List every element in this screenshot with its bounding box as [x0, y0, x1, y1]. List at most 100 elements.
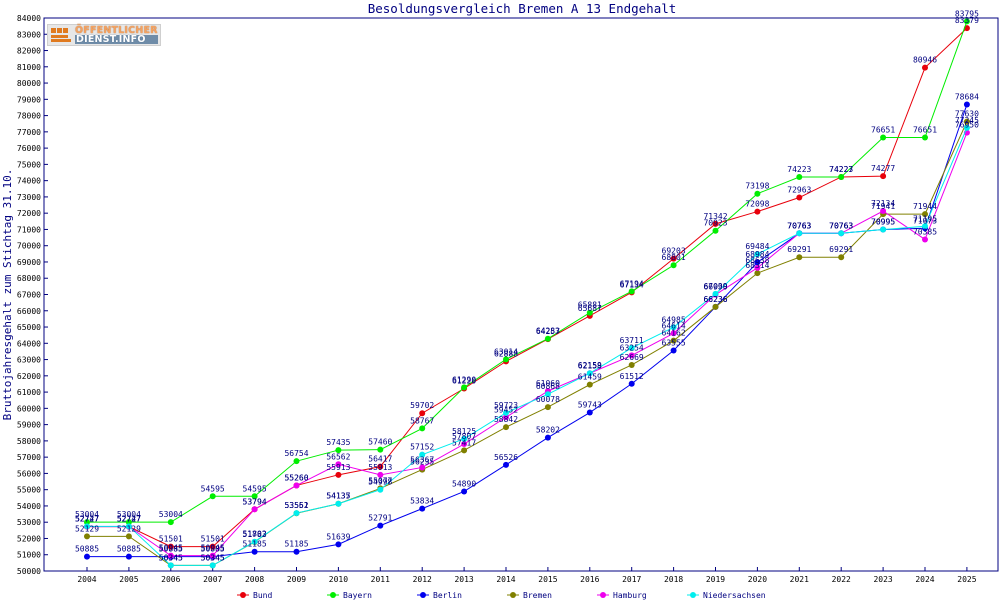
data-label: 58125 — [452, 427, 476, 436]
data-point — [544, 391, 551, 398]
data-label: 72098 — [745, 200, 769, 209]
data-label: 53794 — [243, 497, 267, 506]
data-label: 63555 — [662, 339, 686, 348]
data-point — [754, 270, 761, 277]
data-point — [167, 543, 174, 550]
plot-frame — [43, 17, 999, 572]
data-label: 77245 — [955, 116, 979, 125]
data-label: 74223 — [787, 165, 811, 174]
data-point — [628, 288, 635, 295]
data-label: 56526 — [494, 453, 518, 462]
y-tick-label: 61000 — [17, 388, 41, 397]
data-point — [377, 471, 384, 478]
data-label: 52727 — [75, 515, 99, 524]
data-label: 50885 — [75, 545, 99, 554]
data-label: 50885 — [117, 545, 141, 554]
data-label: 63711 — [620, 336, 644, 345]
data-label: 56235 — [410, 458, 434, 467]
data-point — [628, 380, 635, 387]
data-label: 80946 — [913, 56, 937, 65]
data-point — [544, 335, 551, 342]
data-label: 51639 — [326, 532, 350, 541]
data-label: 55913 — [368, 463, 392, 472]
x-tick-label: 2025 — [957, 575, 976, 584]
y-tick-label: 64000 — [17, 339, 41, 348]
data-point — [335, 471, 342, 478]
data-label: 70385 — [913, 227, 937, 236]
data-point — [377, 522, 384, 529]
data-label: 68314 — [745, 261, 769, 270]
data-label: 50345 — [201, 553, 225, 562]
data-label: 76651 — [871, 126, 895, 135]
y-tick-label: 56000 — [17, 469, 41, 478]
y-tick-label: 76000 — [17, 144, 41, 153]
legend-swatch-marker — [420, 592, 426, 598]
data-point — [712, 290, 719, 297]
data-label: 54998 — [368, 478, 392, 487]
data-label: 70763 — [829, 221, 853, 230]
data-point — [335, 461, 342, 468]
data-label: 69203 — [662, 247, 686, 256]
data-label: 83379 — [955, 16, 979, 25]
y-tick-label: 55000 — [17, 486, 41, 495]
y-tick-label: 67000 — [17, 291, 41, 300]
x-tick-label: 2013 — [454, 575, 473, 584]
data-point — [712, 303, 719, 310]
legend-label-bremen: Bremen — [523, 591, 552, 600]
y-tick-label: 59000 — [17, 421, 41, 430]
y-tick-label: 84000 — [17, 14, 41, 23]
data-label: 51802 — [243, 530, 267, 539]
data-point — [670, 330, 677, 337]
data-point — [586, 381, 593, 388]
data-point — [209, 552, 216, 559]
data-label: 58842 — [494, 415, 518, 424]
data-point — [922, 236, 928, 243]
y-tick-label: 54000 — [17, 502, 41, 511]
data-point — [544, 404, 551, 411]
data-label: 56754 — [284, 449, 308, 458]
y-tick-label: 73000 — [17, 193, 41, 202]
series-line-niedersachsen — [87, 127, 968, 566]
data-label: 50885 — [159, 545, 183, 554]
y-tick-label: 51000 — [17, 551, 41, 560]
legend-swatch-marker — [330, 592, 336, 598]
data-label: 64283 — [536, 327, 560, 336]
data-label: 50345 — [159, 553, 183, 562]
data-label: 52747 — [75, 514, 99, 523]
data-label: 51185 — [284, 540, 308, 549]
data-point — [125, 533, 132, 540]
data-label: 70995 — [871, 218, 895, 227]
data-label: 58767 — [410, 416, 434, 425]
data-point — [922, 134, 928, 141]
data-label: 72963 — [787, 186, 811, 195]
data-label: 59452 — [494, 405, 518, 414]
data-label: 67134 — [620, 280, 644, 289]
data-point — [293, 482, 300, 489]
data-point — [335, 500, 342, 507]
data-point — [503, 414, 509, 421]
data-point — [754, 190, 761, 197]
y-tick-label: 65000 — [17, 323, 41, 332]
data-point — [293, 548, 300, 555]
y-tick-label: 50000 — [17, 567, 41, 576]
data-point — [503, 424, 509, 431]
x-tick-label: 2024 — [915, 575, 934, 584]
y-tick-label: 82000 — [17, 47, 41, 56]
data-label: 72134 — [871, 199, 895, 208]
data-label: 55260 — [284, 473, 308, 482]
data-label: 53004 — [117, 510, 141, 519]
data-point — [670, 347, 677, 354]
data-point — [167, 552, 174, 559]
data-point — [419, 451, 426, 458]
data-point — [838, 254, 845, 261]
data-label: 55260 — [284, 473, 308, 482]
x-tick-label: 2007 — [203, 575, 222, 584]
data-label: 65881 — [578, 301, 602, 310]
x-tick-label: 2006 — [161, 575, 180, 584]
data-label: 52727 — [117, 515, 141, 524]
data-label: 58202 — [536, 426, 560, 435]
data-label: 59723 — [494, 401, 518, 410]
data-point — [838, 230, 845, 237]
data-label: 63254 — [620, 343, 644, 352]
data-label: 64162 — [662, 329, 686, 338]
